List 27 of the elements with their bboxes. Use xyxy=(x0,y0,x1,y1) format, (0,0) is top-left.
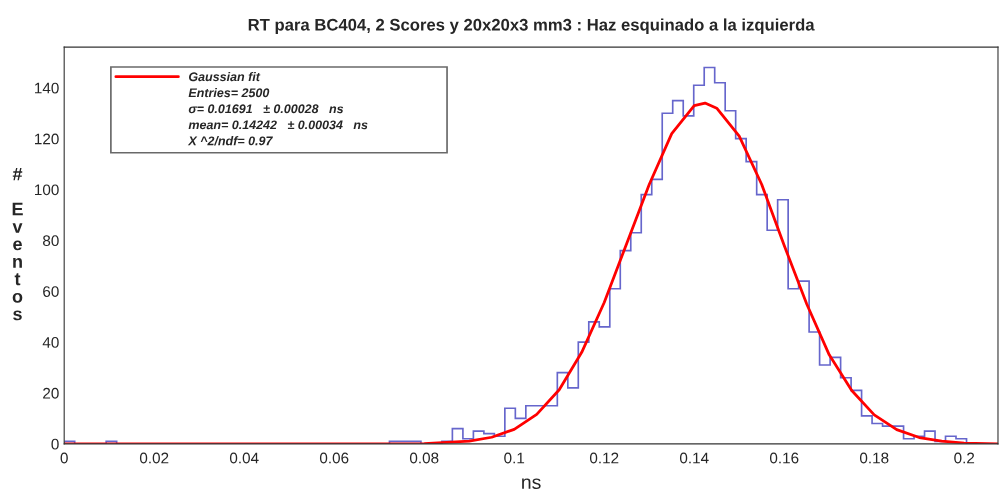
annotation: σ= 0.01691 ± 0.00028 ns xyxy=(188,104,344,114)
x-axis-title: ns xyxy=(522,478,541,490)
annotation: X ^2/ndf= 0.97 xyxy=(187,136,273,146)
y-tick-label: 140 xyxy=(35,82,59,94)
x-tick-label: 0.06 xyxy=(319,452,349,464)
x-tick-label: 0.12 xyxy=(589,452,619,464)
annotation: Entries= 2500 xyxy=(188,88,270,98)
annotation: mean= 0.14242 ± 0.00034 ns xyxy=(188,120,368,130)
x-tick-label: 0.14 xyxy=(679,452,709,464)
x-tick-label: 0.04 xyxy=(229,452,259,464)
y-tick-label: 100 xyxy=(35,184,59,196)
y-tick-label: 60 xyxy=(43,286,59,297)
x-tick-label: 0.02 xyxy=(139,452,169,464)
x-tick-label: 0.2 xyxy=(954,452,975,464)
y-tick-label: 0 xyxy=(51,438,59,450)
chart-title: RT para BC404, 2 Scores y 20x20x3 mm3 : Haz esquinado a la izquierda xyxy=(248,18,815,34)
text: # Eventos xyxy=(12,167,23,321)
x-tick-label: 0.18 xyxy=(859,452,889,464)
x-tick-label: 0.16 xyxy=(769,452,799,464)
x-tick-label: 0 xyxy=(60,452,68,464)
x-tick-label: 0.08 xyxy=(409,452,439,464)
y-tick-label: 80 xyxy=(43,235,59,247)
y-tick-label: 120 xyxy=(35,133,59,145)
legend-label: Gaussian fit xyxy=(188,71,261,82)
x-tick-label: 0.1 xyxy=(504,452,525,464)
y-tick-label: 40 xyxy=(42,337,59,348)
y-tick-label: 20 xyxy=(43,387,59,399)
